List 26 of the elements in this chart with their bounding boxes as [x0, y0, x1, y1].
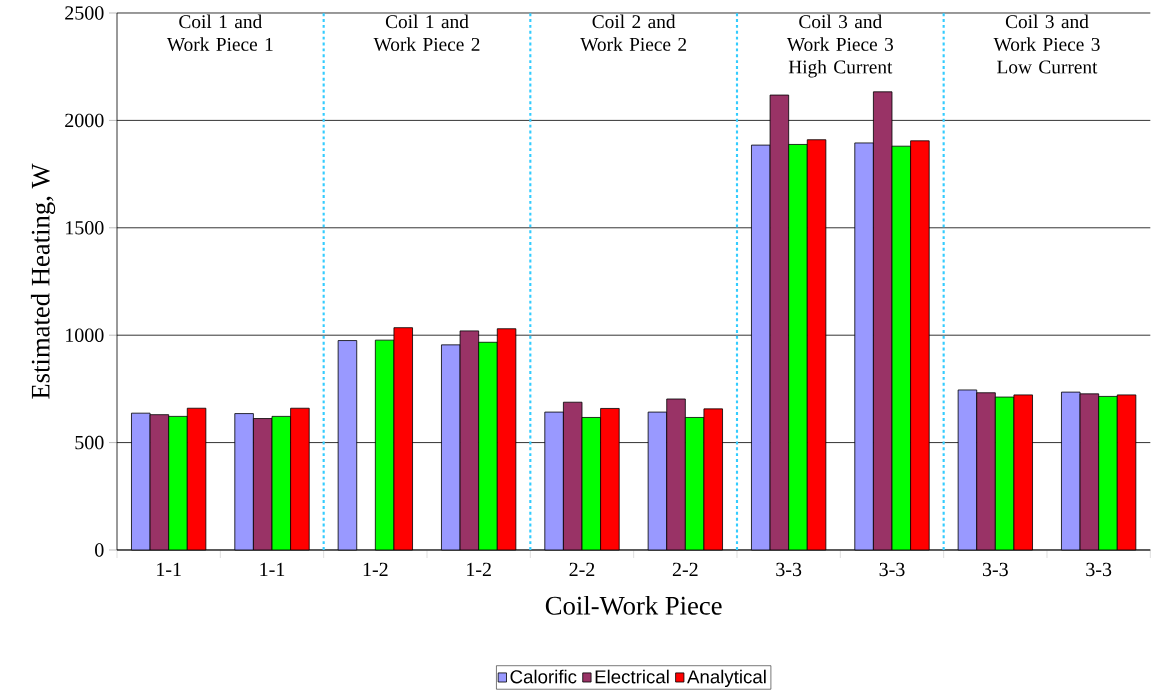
annotation: Coil 1 and Work Piece 2	[373, 14, 480, 51]
y-tick-label: 2500	[65, 6, 104, 20]
legend-label: Electrical	[595, 669, 669, 684]
x-axis-title: Coil-Work Piece	[545, 595, 722, 615]
x-tick-label: 3-3	[1086, 562, 1112, 577]
x-tick-label: 1-2	[363, 562, 388, 576]
x-tick-label: 2-2	[672, 562, 698, 576]
legend-label: Calorific	[510, 669, 577, 684]
x-tick-label: 1-1	[157, 562, 181, 576]
y-tick-label: 1500	[66, 221, 104, 235]
x-tick-label: 3-3	[982, 562, 1008, 577]
annotation: Coil 3 and Work Piece 3 Low Current	[993, 14, 1100, 74]
y-tick-label: 1000	[66, 328, 104, 342]
x-tick-label: 1-2	[467, 562, 491, 576]
legend-label: Analytical	[687, 669, 766, 688]
y-tick-label: 2000	[65, 113, 104, 128]
annotation: Coil 3 and Work Piece 3 High Current	[786, 14, 894, 78]
y-axis-title: Estimated Heating, W	[30, 163, 56, 399]
x-tick-label: 3-3	[879, 562, 905, 577]
y-tick-label: 0	[95, 543, 104, 557]
x-tick-label: 1-1	[260, 562, 285, 576]
x-tick-label: 2-2	[569, 562, 595, 576]
x-tick-label: 3-3	[776, 562, 802, 577]
y-tick-label: 500	[75, 435, 104, 450]
annotation: Coil 2 and Work Piece 2	[580, 14, 687, 51]
annotation: Coil 1 and Work Piece 1	[166, 14, 273, 51]
